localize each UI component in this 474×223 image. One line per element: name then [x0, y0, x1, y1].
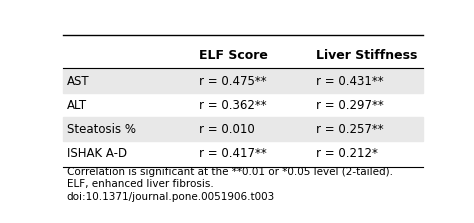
Text: r = 0.475**: r = 0.475**	[199, 75, 266, 88]
Text: Correlation is significant at the **0.01 or *0.05 level (2-tailed).: Correlation is significant at the **0.01…	[66, 167, 392, 177]
Text: r = 0.010: r = 0.010	[199, 123, 255, 136]
Text: r = 0.417**: r = 0.417**	[199, 147, 266, 160]
Text: r = 0.431**: r = 0.431**	[316, 75, 384, 88]
Text: AST: AST	[66, 75, 89, 88]
Text: Steatosis %: Steatosis %	[66, 123, 136, 136]
Text: r = 0.362**: r = 0.362**	[199, 99, 266, 112]
Text: ALT: ALT	[66, 99, 87, 112]
Text: ELF, enhanced liver fibrosis.: ELF, enhanced liver fibrosis.	[66, 179, 213, 189]
Text: r = 0.297**: r = 0.297**	[316, 99, 384, 112]
Text: r = 0.212*: r = 0.212*	[316, 147, 378, 160]
Text: Liver Stiffness: Liver Stiffness	[316, 50, 418, 62]
Text: ISHAK A-D: ISHAK A-D	[66, 147, 127, 160]
Text: doi:10.1371/journal.pone.0051906.t003: doi:10.1371/journal.pone.0051906.t003	[66, 192, 275, 202]
Bar	[63, 117, 423, 141]
Bar	[63, 68, 423, 93]
Text: r = 0.257**: r = 0.257**	[316, 123, 384, 136]
Text: ELF Score: ELF Score	[199, 50, 268, 62]
